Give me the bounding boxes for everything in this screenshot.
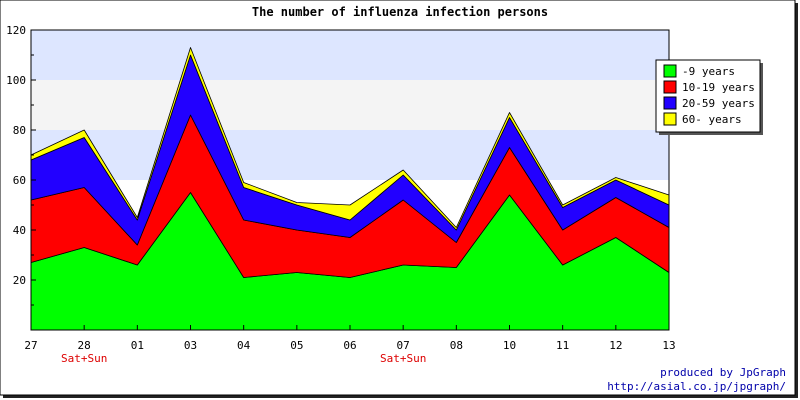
x-tick-label: 01	[131, 339, 144, 352]
y-tick-label: 80	[13, 124, 26, 137]
footer-credit: produced by JpGraph	[660, 366, 786, 379]
x-tick-label: 05	[290, 339, 303, 352]
y-tick-label: 20	[13, 274, 26, 287]
chart-title: The number of influenza infection person…	[252, 5, 548, 19]
legend-swatch	[663, 80, 677, 94]
legend-label: 60- years	[682, 113, 742, 126]
x-tick-label: 08	[450, 339, 463, 352]
background-bands	[31, 30, 669, 180]
legend-swatch	[663, 96, 677, 110]
y-tick-label: 120	[6, 24, 26, 37]
background-band	[31, 130, 669, 180]
background-band	[31, 30, 669, 80]
x-tick-label: 13	[662, 339, 675, 352]
x-tick-label: 04	[237, 339, 251, 352]
legend-label: -9 years	[682, 65, 735, 78]
footer-url[interactable]: http://asial.co.jp/jpgraph/	[607, 380, 786, 393]
x-tick-label: 28	[78, 339, 91, 352]
x-tick-label: 27	[24, 339, 37, 352]
y-tick-label: 40	[13, 224, 26, 237]
y-tick-label: 100	[6, 74, 26, 87]
legend-label: 20-59 years	[682, 97, 755, 110]
x-tick-label: 03	[184, 339, 197, 352]
legend: -9 years 10-19 years 20-59 years 60- years	[655, 59, 763, 135]
x-tick-note: Sat+Sun	[380, 352, 426, 365]
x-tick-label: 07	[397, 339, 410, 352]
legend-swatch	[663, 64, 677, 78]
x-tick-label: 11	[556, 339, 569, 352]
x-tick-label: 10	[503, 339, 516, 352]
x-tick-label: 06	[343, 339, 356, 352]
legend-label: 10-19 years	[682, 81, 755, 94]
legend-swatch	[663, 112, 677, 126]
y-axis: 20 40 60 80 100 120	[6, 24, 36, 306]
x-tick-note: Sat+Sun	[61, 352, 107, 365]
x-tick-label: 12	[609, 339, 622, 352]
y-tick-label: 60	[13, 174, 26, 187]
background-band	[31, 80, 669, 130]
